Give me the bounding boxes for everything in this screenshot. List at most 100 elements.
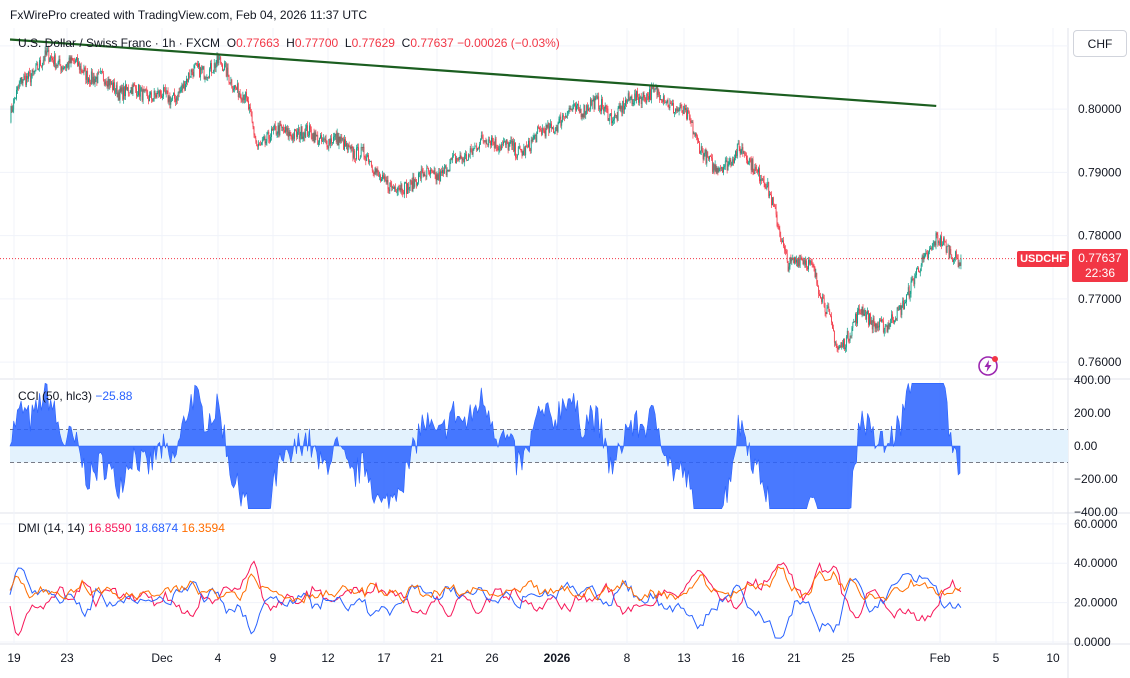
candle-body [113, 82, 114, 91]
candle-body [295, 129, 296, 131]
candle-body [285, 126, 287, 132]
candle-body [716, 167, 718, 173]
candle-body [219, 57, 221, 60]
price-legend: U.S. Dollar / Swiss Franc · 1h · FXCM O0… [18, 36, 560, 50]
candle-body [876, 323, 878, 328]
candle-body [846, 330, 848, 338]
candle-body [184, 81, 186, 90]
time-axis-label: Dec [151, 651, 172, 665]
candle-body [908, 287, 910, 298]
candle-body [159, 90, 161, 97]
candle-body [517, 147, 519, 155]
candle-body [764, 182, 766, 188]
candle-body [64, 66, 65, 68]
candle-body [30, 76, 32, 83]
candle-body [440, 171, 442, 182]
candle-body [620, 106, 622, 110]
currency-button[interactable]: CHF [1073, 30, 1127, 57]
candle-body [568, 108, 570, 112]
candle-body [558, 118, 560, 124]
candle-body [819, 294, 820, 296]
candle-body [355, 158, 357, 160]
dmi-axis-label: 60.0000 [1074, 517, 1118, 531]
candle-body [354, 150, 356, 159]
high-value: H0.77700 [286, 36, 339, 50]
candle-body [918, 271, 920, 273]
candle-body [213, 63, 215, 71]
candle-body [240, 94, 242, 100]
candle-body [550, 123, 552, 127]
candle-body [360, 146, 362, 157]
candle-body [332, 142, 333, 144]
candle-body [403, 193, 405, 195]
candle-body [69, 57, 71, 64]
candle-body [959, 262, 961, 266]
candle-body [335, 133, 337, 142]
candle-body [409, 180, 411, 189]
price-axis-label: 0.80000 [1078, 102, 1122, 116]
candle-body [173, 92, 174, 96]
candle-body [407, 183, 409, 190]
candle-body [747, 159, 748, 164]
candle-body [343, 138, 345, 150]
candle-body [318, 142, 320, 145]
candle-body [381, 178, 382, 181]
candle-body [618, 105, 620, 109]
candle-body [375, 168, 377, 173]
candle-body [74, 62, 76, 63]
candle-body [942, 244, 943, 246]
candle-body [690, 121, 692, 123]
candle-body [143, 89, 145, 91]
candle-body [695, 133, 697, 136]
candle-body [806, 260, 808, 268]
flash-icon[interactable] [977, 355, 999, 377]
candle-body [866, 314, 868, 320]
candle-body [266, 133, 268, 142]
grid [0, 28, 1130, 678]
candle-body [938, 241, 940, 244]
candle-body [883, 329, 885, 333]
candle-body [686, 108, 687, 119]
candle-body [45, 50, 47, 55]
candle-body [735, 151, 736, 159]
candle-body [128, 92, 130, 94]
candle-body [549, 126, 551, 133]
candle-body [297, 128, 299, 132]
candle-body [422, 169, 424, 177]
candle-body [79, 66, 81, 70]
candle-body [581, 113, 583, 118]
candle-body [803, 259, 805, 265]
candle-body [781, 241, 783, 243]
candle-body [314, 132, 316, 143]
candle-body [161, 94, 162, 98]
candle-body [796, 259, 797, 263]
candle-body [247, 97, 248, 102]
candle-body [540, 130, 542, 135]
candle-body [939, 241, 941, 246]
candle-body [631, 96, 633, 105]
candle-body [96, 76, 98, 83]
candle-body [120, 87, 122, 92]
dmi-pane[interactable] [9, 560, 962, 639]
candle-body [479, 139, 481, 145]
candle-body [654, 88, 656, 90]
candle-body [299, 135, 301, 139]
candle-body [259, 143, 260, 145]
candle-body [399, 188, 401, 191]
candle-body [860, 313, 862, 314]
candle-body [473, 148, 475, 150]
candle-body [671, 103, 673, 105]
candle-body [723, 166, 725, 168]
candle-body [603, 108, 605, 111]
candle-body [435, 174, 437, 181]
candle-body [176, 97, 178, 101]
candle-body [276, 133, 278, 135]
price-pane[interactable] [0, 38, 1068, 353]
cci-pane[interactable] [9, 382, 1068, 509]
candle-body [470, 148, 472, 153]
candle-body [281, 125, 283, 128]
candle-body [529, 148, 531, 152]
candle-body [673, 103, 674, 114]
price-axis-label: 0.79000 [1078, 165, 1122, 179]
